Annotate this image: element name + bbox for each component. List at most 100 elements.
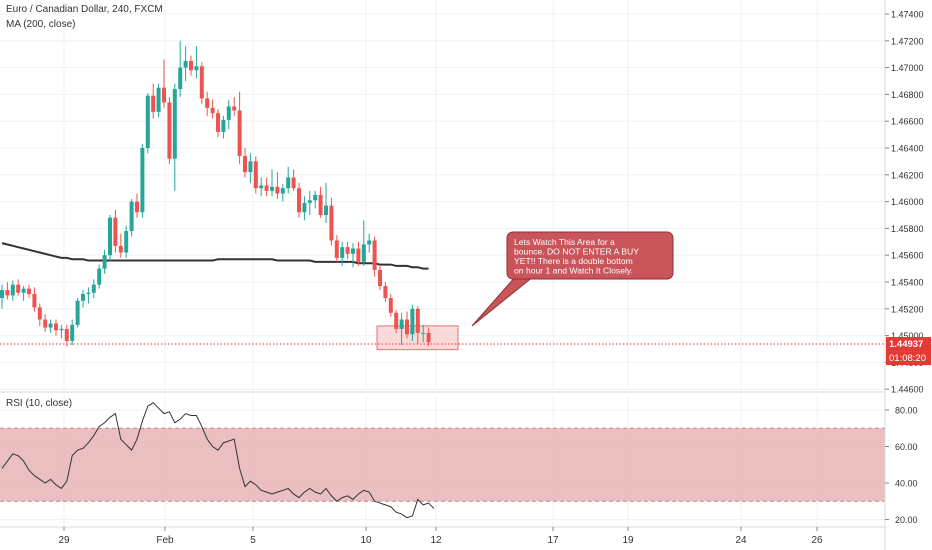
candle — [178, 40, 183, 98]
candle — [329, 197, 334, 246]
candle-body — [361, 244, 366, 262]
candle-body — [113, 217, 118, 246]
candle — [318, 186, 323, 218]
candle-body — [167, 102, 172, 159]
candle — [210, 99, 215, 119]
candle — [334, 235, 339, 262]
candle-body — [421, 332, 426, 334]
candle — [394, 310, 399, 333]
candle-body — [54, 323, 58, 331]
candle-body — [410, 308, 415, 335]
rsi-legend: RSI (10, close) — [6, 398, 73, 409]
candle-body — [0, 290, 4, 299]
candle — [399, 312, 404, 345]
candle — [307, 190, 312, 215]
candle-body — [270, 186, 274, 191]
callout-text-line: YET!! There is a double bottom — [514, 256, 633, 266]
candle — [59, 324, 64, 339]
candle — [75, 298, 80, 328]
ma-legend: MA (200, close) — [6, 19, 76, 30]
candles — [0, 40, 431, 347]
candle — [378, 265, 382, 291]
candle — [405, 311, 409, 339]
candle — [270, 169, 274, 197]
price-tick-label: 1.45400 — [891, 278, 924, 288]
candle-body — [48, 323, 53, 328]
candle — [54, 319, 58, 336]
candle — [0, 284, 4, 309]
candle — [356, 241, 361, 266]
price-tick-label: 1.45600 — [891, 251, 924, 261]
candle — [248, 153, 253, 183]
candle-body — [108, 217, 112, 256]
candle — [259, 177, 264, 197]
candle-body — [221, 119, 226, 132]
candle — [27, 284, 31, 299]
candle-body — [135, 201, 139, 213]
candle — [237, 91, 242, 165]
candle — [16, 279, 21, 296]
price-axis-bg — [885, 0, 932, 550]
candle-body — [189, 60, 193, 71]
candle-body — [226, 106, 231, 120]
candle-body — [21, 288, 26, 293]
candle — [345, 241, 350, 260]
candle — [297, 182, 301, 218]
candle-body — [194, 66, 199, 71]
ma-line — [1, 242, 429, 270]
candle-body — [172, 89, 177, 159]
candle-body — [162, 87, 166, 103]
rsi-line — [1, 402, 435, 519]
candle — [280, 184, 285, 202]
candle-body — [129, 201, 134, 232]
candle-body — [10, 284, 15, 296]
candle-body — [264, 185, 269, 191]
candle — [324, 182, 328, 224]
candle — [340, 241, 345, 266]
candle — [367, 233, 372, 253]
price-tick-label: 1.44600 — [891, 385, 924, 395]
price-tick-label: 1.45000 — [891, 331, 924, 341]
candle-body — [388, 298, 393, 313]
candle-body — [345, 247, 350, 254]
candle — [124, 225, 129, 258]
candle — [70, 319, 75, 345]
candle-body — [27, 288, 31, 295]
candle-body — [356, 248, 361, 262]
candle — [97, 264, 102, 289]
callout-box — [506, 231, 674, 280]
countdown-label: 01:08:20 — [889, 353, 926, 364]
candle — [194, 46, 199, 79]
candle-body — [199, 66, 204, 99]
candle — [253, 156, 258, 194]
candle — [286, 166, 291, 194]
candle-body — [59, 328, 64, 331]
price-tick-label: 1.46600 — [891, 117, 924, 127]
price-tick-label: 1.46800 — [891, 90, 924, 100]
candle-body — [394, 312, 399, 329]
candle-body — [243, 156, 247, 173]
candle — [372, 236, 377, 277]
candle-body — [291, 177, 296, 189]
candle — [64, 324, 69, 347]
callout-text-line: on hour 1 and Watch It Closely. — [514, 266, 633, 276]
candle-body — [118, 245, 123, 253]
candle-body — [297, 188, 301, 213]
rsi-band — [0, 427, 885, 502]
candle-body — [318, 194, 323, 215]
candle-body — [75, 300, 80, 325]
candle-body — [405, 319, 409, 335]
price-tick-label: 1.47400 — [891, 10, 924, 20]
candle — [172, 83, 177, 191]
rsi-line — [1, 402, 435, 519]
candle — [37, 303, 42, 327]
candle-body — [151, 95, 156, 112]
candle — [129, 198, 134, 237]
rsi-tick-label: 40.00 — [895, 479, 918, 489]
candle-body — [205, 98, 210, 108]
candle — [113, 209, 118, 253]
last-price-label: 1.44937 — [889, 339, 923, 350]
